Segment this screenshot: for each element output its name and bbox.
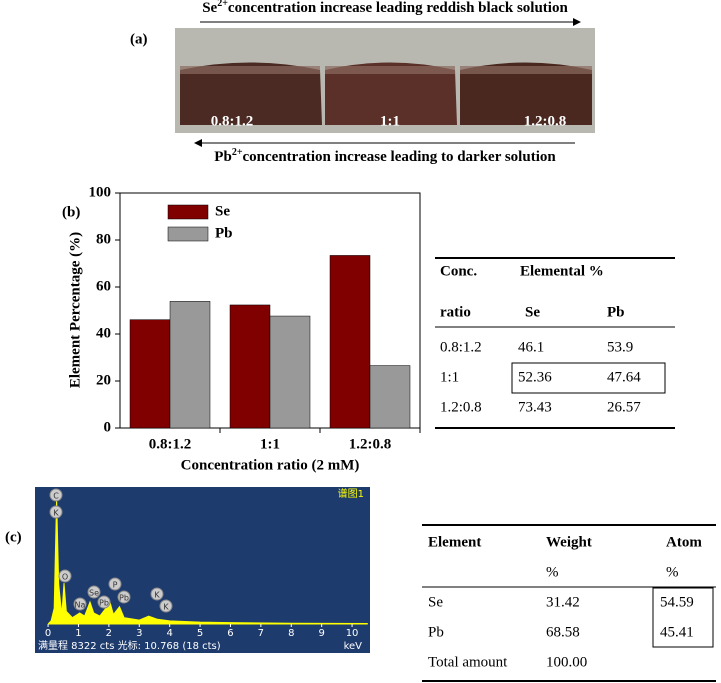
y-tick-label: 40 [96, 325, 111, 341]
y-tick-label: 80 [96, 231, 111, 247]
peak-label: K [163, 603, 169, 612]
x-tick-label: 1:1 [260, 436, 280, 452]
peak-label: O [62, 573, 68, 582]
table-cell: 68.58 [546, 624, 580, 640]
bar [329, 255, 371, 429]
header: Pb [607, 304, 625, 320]
peak-marker [73, 597, 87, 611]
peak-marker [58, 569, 72, 583]
spectrum-title: 谱图1 [338, 487, 364, 500]
header: Se [525, 304, 540, 320]
unit: % [546, 564, 559, 580]
table-cell: 45.41 [660, 624, 694, 640]
legend-label: Se [215, 203, 230, 219]
header: Conc. [440, 263, 477, 279]
y-tick-label: 60 [96, 278, 111, 294]
peak-marker [159, 599, 173, 613]
table-cell: 73.43 [518, 399, 552, 415]
peak-marker [49, 505, 63, 519]
peak-label: Pb [119, 594, 129, 603]
peak-marker [87, 585, 101, 599]
peak-marker [150, 587, 164, 601]
spectrum-background [35, 487, 370, 653]
flask-label: 1.2:0.8 [524, 113, 567, 129]
bar [129, 319, 171, 429]
y-tick-label: 20 [96, 372, 111, 388]
header: Weight [546, 534, 592, 550]
header: ratio [440, 304, 471, 320]
x-tick-label: 1 [75, 628, 81, 639]
peak-label: Na [75, 601, 86, 610]
header: Atom [666, 534, 702, 550]
y-axis-title: Element Percentage (%) [67, 232, 83, 388]
table-cell: 53.9 [607, 339, 633, 355]
peak-label: Se [89, 589, 99, 598]
peak-label: K [53, 509, 59, 518]
x-tick-label: 0.8:1.2 [149, 436, 192, 452]
bar [369, 365, 411, 429]
top-caption: Se2+concentration increase leading reddi… [202, 0, 568, 16]
x-tick-label: 5 [197, 628, 203, 639]
table-cell: 100.00 [546, 654, 587, 670]
bar [269, 315, 311, 429]
bar [169, 301, 211, 429]
x-tick-label: 7 [258, 628, 264, 639]
panel-label: (b) [62, 204, 80, 220]
y-tick-label: 100 [89, 184, 112, 200]
x-axis-title: keV [344, 641, 363, 652]
table-cell: 52.36 [518, 369, 552, 385]
x-tick-label: 8 [288, 628, 294, 639]
table-cell: 54.59 [660, 594, 694, 610]
y-tick-label: 0 [104, 419, 112, 435]
flask-label: 0.8:1.2 [211, 113, 254, 129]
peak-label: Pb [99, 599, 109, 608]
bar [229, 304, 271, 429]
table: Element Weight Atom % % [422, 524, 716, 682]
unit: % [666, 564, 679, 580]
x-tick-label: 6 [227, 628, 233, 639]
peak-marker [108, 577, 122, 591]
table-cell: 31.42 [546, 594, 580, 610]
peak-label: C [53, 492, 59, 501]
header: Elemental % [520, 263, 604, 279]
panel-label: (c) [5, 529, 22, 545]
x-tick-label: 4 [166, 628, 172, 639]
peak-marker [117, 590, 131, 604]
peak-label: K [154, 591, 160, 600]
x-tick-label: 10 [346, 628, 359, 639]
peak-marker [49, 488, 63, 502]
legend-swatch [167, 204, 209, 220]
table-cell: Pb [428, 624, 444, 640]
table-cell: 26.57 [607, 399, 641, 415]
x-axis-title: Concentration ratio (2 mM) [181, 457, 360, 473]
x-tick-label: 2 [106, 628, 112, 639]
spectrum-footer: 满量程 8322 cts 光标: 10.768 (18 cts) [38, 639, 221, 652]
panel-label: (a) [130, 31, 148, 47]
table-cell: 47.64 [607, 369, 641, 385]
peak-label: P [113, 581, 118, 590]
x-tick-label: 3 [136, 628, 142, 639]
x-tick-label: 9 [318, 628, 324, 639]
x-tick-label: 0 [45, 628, 51, 639]
table-cell: 0.8:1.2 [440, 339, 482, 355]
legend-label: Pb [215, 225, 233, 241]
table-cell: 1.2:0.8 [440, 399, 482, 415]
x-tick-label: 1.2:0.8 [349, 436, 392, 452]
flasks [180, 62, 592, 125]
peak-marker [97, 595, 111, 609]
bottom-caption: Pb2+concentration increase leading to da… [214, 147, 556, 165]
table: Conc. Elemental % ratio Se Pb [435, 257, 675, 429]
table-cell: Total amount [428, 654, 508, 670]
table-cell: Se [428, 594, 443, 610]
flask-label: 1:1 [380, 113, 400, 129]
legend-swatch [167, 226, 209, 242]
table-cell: 46.1 [518, 339, 544, 355]
header: Element [428, 534, 481, 550]
table-cell: 1:1 [440, 369, 459, 385]
